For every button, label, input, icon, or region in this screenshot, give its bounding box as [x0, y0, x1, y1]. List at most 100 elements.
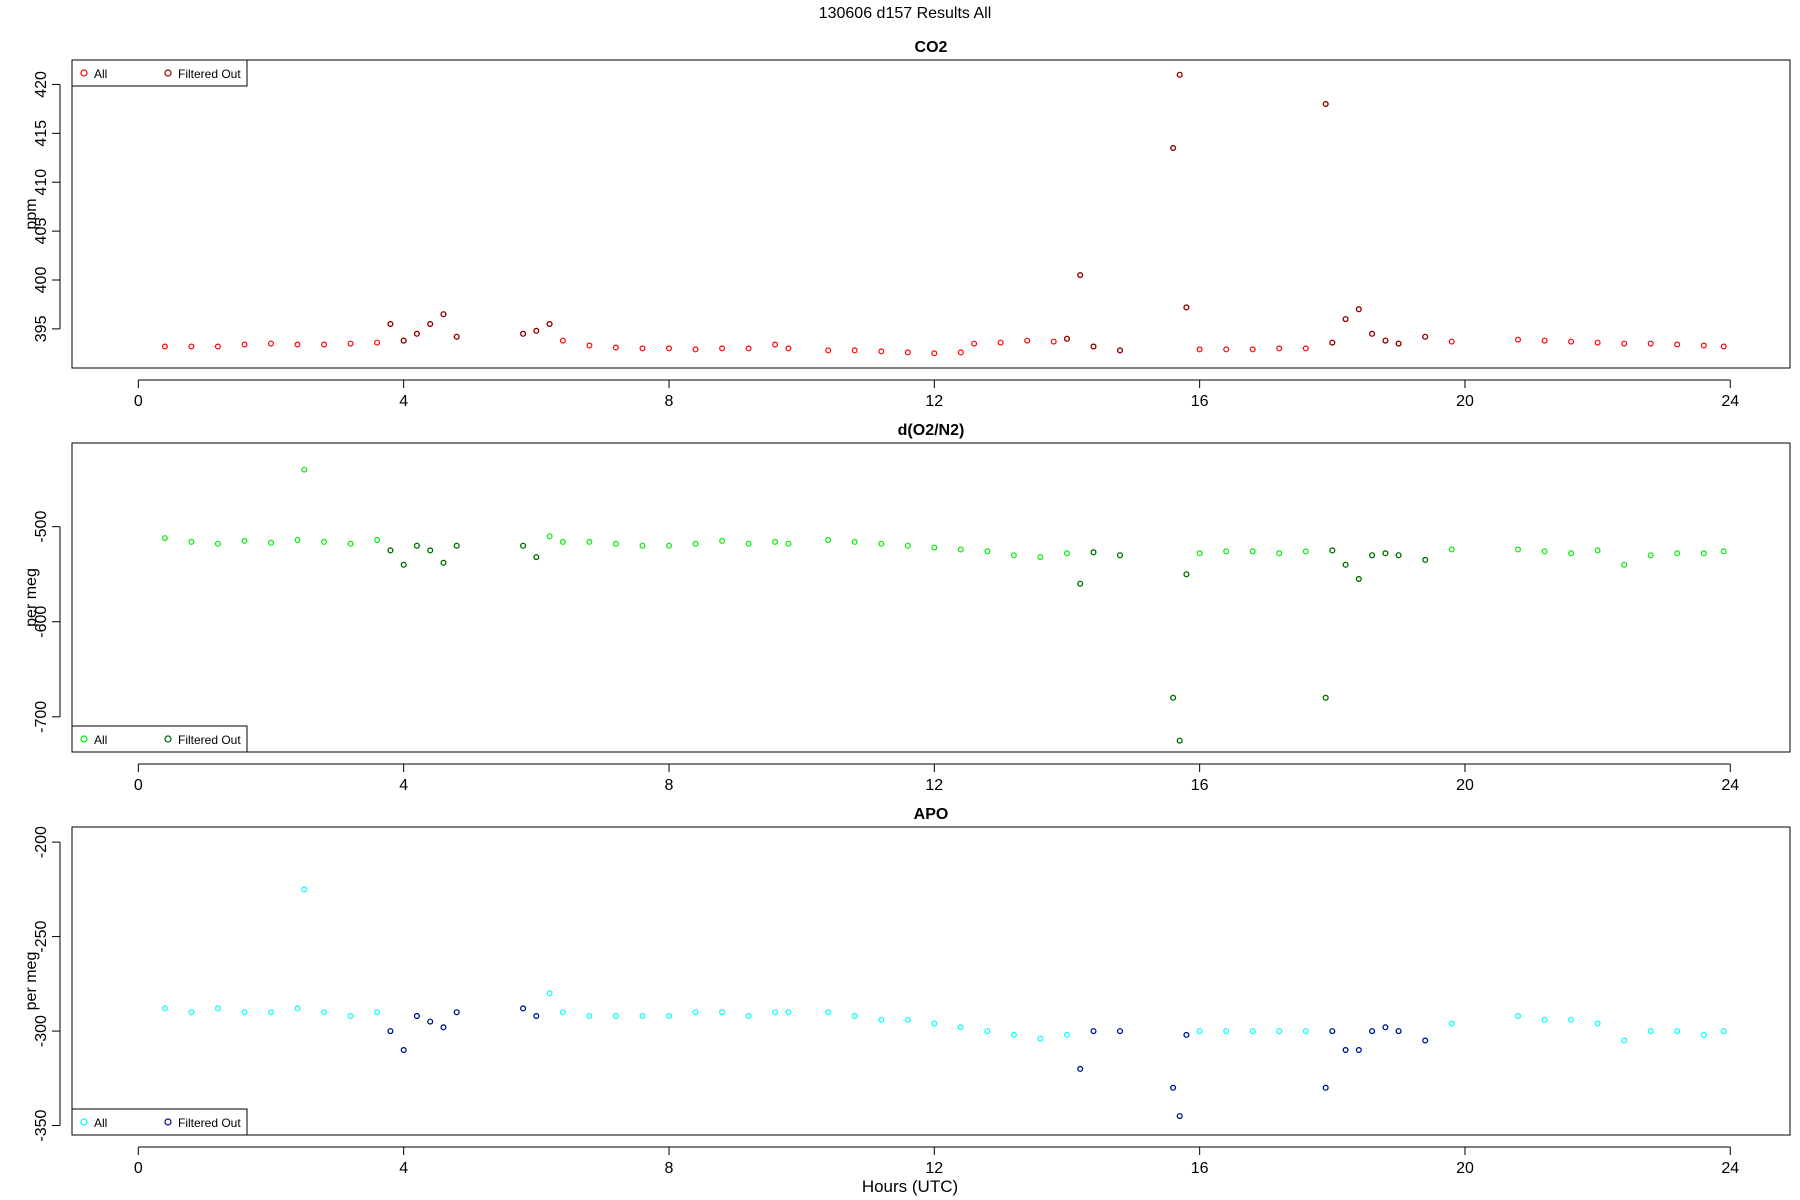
data-point-all [1568, 550, 1575, 557]
data-point-all [321, 1009, 328, 1016]
data-point-filtered [1382, 550, 1389, 557]
data-point-filtered [520, 542, 527, 549]
data-point-filtered [413, 1012, 420, 1019]
data-point-all [719, 1009, 726, 1016]
data-point-filtered [1116, 347, 1123, 354]
data-point-all [971, 340, 978, 347]
data-point-all [639, 1012, 646, 1019]
data-point-all [1037, 554, 1044, 561]
data-point-all [214, 1005, 221, 1012]
data-point-all [1249, 548, 1256, 555]
data-point-all [586, 1012, 593, 1019]
data-point-filtered [1355, 306, 1362, 313]
data-point-all [1249, 1028, 1256, 1035]
data-point-all [161, 535, 168, 542]
y-tick-label: 410 [33, 169, 50, 196]
data-point-all [559, 337, 566, 344]
data-point-all [1514, 336, 1521, 343]
data-point-filtered [427, 1018, 434, 1025]
data-point-filtered [1329, 547, 1336, 554]
x-tick-label: 4 [399, 393, 408, 410]
data-point-filtered [1369, 330, 1376, 337]
data-point-all [374, 339, 381, 346]
data-point-all [1720, 343, 1727, 350]
data-point-filtered [440, 559, 447, 566]
x-tick-label: 16 [1191, 393, 1209, 410]
legend-marker-filtered [164, 735, 172, 743]
x-tick-label: 12 [925, 777, 943, 794]
data-point-filtered [1090, 1028, 1097, 1035]
data-point-filtered [1395, 340, 1402, 347]
data-point-all [665, 345, 672, 352]
data-point-all [1196, 346, 1203, 353]
data-point-all [984, 1028, 991, 1035]
data-point-all [851, 347, 858, 354]
y-tick-label: -350 [33, 1109, 50, 1141]
data-point-all [188, 1009, 195, 1016]
x-tick-label: 4 [399, 777, 408, 794]
legend-marker-filtered [164, 1118, 172, 1126]
data-point-filtered [1369, 1028, 1376, 1035]
data-point-all [586, 342, 593, 349]
data-point-all [1063, 550, 1070, 557]
data-point-all [719, 537, 726, 544]
data-point-all [294, 341, 301, 348]
data-point-all [1541, 548, 1548, 555]
data-point-all [612, 540, 619, 547]
x-tick-label: 8 [665, 393, 674, 410]
data-point-filtered [453, 542, 460, 549]
panel-title: APO [914, 806, 949, 823]
data-point-all [825, 1009, 832, 1016]
y-tick-label: -700 [33, 701, 50, 733]
data-point-all [374, 536, 381, 543]
data-point-all [1700, 342, 1707, 349]
y-tick-label: -500 [33, 511, 50, 543]
data-point-all [1037, 1035, 1044, 1042]
data-point-all [1541, 337, 1548, 344]
x-tick-label: 24 [1721, 1160, 1739, 1177]
data-point-all [1276, 550, 1283, 557]
data-point-all [347, 540, 354, 547]
plot-frame [71, 826, 1791, 1136]
data-point-all [321, 341, 328, 348]
data-point-all [214, 343, 221, 350]
data-point-filtered [400, 1046, 407, 1053]
data-point-all [957, 546, 964, 553]
data-point-all [268, 340, 275, 347]
x-tick-label: 12 [925, 393, 943, 410]
y-tick-label: -300 [33, 1015, 50, 1047]
data-point-filtered [1116, 1028, 1123, 1035]
data-point-all [851, 1012, 858, 1019]
x-tick-label: 24 [1721, 777, 1739, 794]
y-axis-label: per meg [23, 952, 40, 1011]
y-tick-label: -250 [33, 920, 50, 952]
data-point-all [1700, 1031, 1707, 1038]
legend-box [71, 1108, 248, 1136]
data-point-all [241, 537, 248, 544]
data-point-all [719, 345, 726, 352]
data-point-filtered [520, 330, 527, 337]
data-point-filtered [1382, 1024, 1389, 1031]
o2n2-panel: d(O2/N2) per meg 0 4 8 12 16 20 24 -700 -600 -500 Al… [23, 422, 1791, 794]
data-point-all [1674, 550, 1681, 557]
legend-label-all: All [94, 67, 107, 81]
data-point-all [1196, 550, 1203, 557]
data-point-all [931, 350, 938, 357]
data-point-all [559, 1009, 566, 1016]
data-point-all [825, 347, 832, 354]
data-point-filtered [1355, 1046, 1362, 1053]
data-point-all [1010, 1031, 1017, 1038]
data-point-filtered [1090, 343, 1097, 350]
data-point-filtered [427, 547, 434, 554]
legend-label-filtered: Filtered Out [178, 67, 241, 81]
data-point-all [188, 538, 195, 545]
data-point-all [1050, 338, 1057, 345]
data-point-all [268, 1009, 275, 1016]
data-point-all [1647, 340, 1654, 347]
data-point-all [214, 540, 221, 547]
x-tick-label: 16 [1191, 1160, 1209, 1177]
data-point-all [546, 533, 553, 540]
y-tick-label: 420 [33, 71, 50, 98]
data-point-all [1720, 548, 1727, 555]
